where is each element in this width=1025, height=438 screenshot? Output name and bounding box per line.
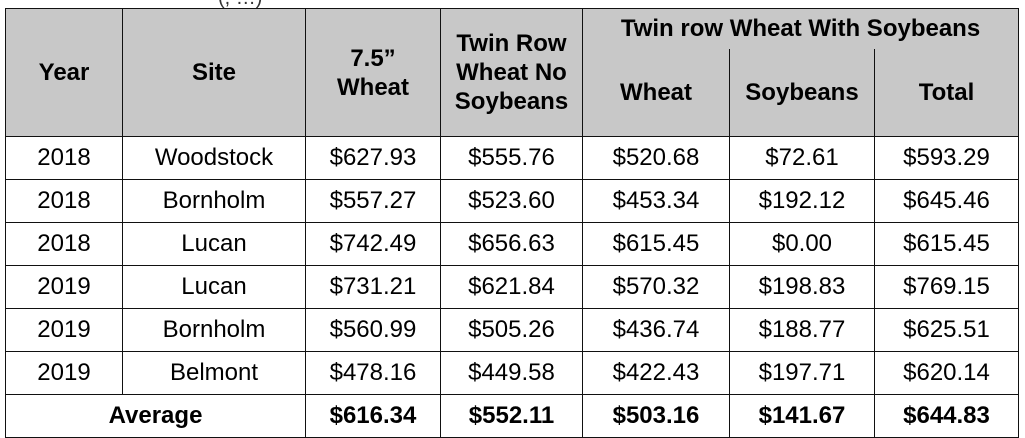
table-row: 2018 Lucan $742.49 $656.63 $615.45 $0.00… (5, 222, 1020, 266)
returns-table: Year Site 7.5” Wheat Twin Row Wheat No S… (5, 8, 1020, 438)
cell-wheat-75: $627.93 (305, 136, 441, 180)
cell-soybeans: $188.77 (729, 308, 875, 352)
average-label: Average (5, 394, 306, 438)
header-wheat-75: 7.5” Wheat (305, 8, 441, 137)
cell-wheat: $436.74 (582, 308, 730, 352)
average-total: $644.83 (873, 394, 1020, 438)
average-row: Average $616.34 $552.11 $503.16 $141.67 … (5, 394, 1020, 438)
cell-year: 2018 (5, 179, 123, 223)
cell-site: Woodstock (122, 136, 306, 180)
header-row: Year Site 7.5” Wheat Twin Row Wheat No S… (5, 8, 1020, 137)
cell-wheat-75: $742.49 (305, 222, 441, 266)
cell-soybeans: $197.71 (729, 351, 875, 395)
header-year: Year (5, 8, 123, 137)
cell-wheat-75: $560.99 (305, 308, 441, 352)
average-twin-no-soy: $552.11 (440, 394, 583, 438)
subheader-wheat: Wheat (582, 48, 730, 137)
cell-total: $615.45 (873, 222, 1020, 266)
cell-year: 2019 (5, 308, 123, 352)
cell-total: $769.15 (873, 265, 1020, 309)
header-twin-with-soy: Twin row Wheat With Soybeans (581, 8, 1020, 49)
cell-site: Lucan (122, 222, 306, 266)
table-row: 2018 Woodstock $627.93 $555.76 $520.68 $… (5, 136, 1020, 180)
table-row: 2019 Lucan $731.21 $621.84 $570.32 $198.… (5, 265, 1020, 309)
cell-year: 2019 (5, 351, 123, 395)
subheader-row: Wheat Soybeans Total (6, 48, 1020, 137)
cell-wheat: $520.68 (582, 136, 730, 180)
cell-wheat-75: $731.21 (305, 265, 441, 309)
cell-total: $625.51 (873, 308, 1020, 352)
cell-total: $620.14 (873, 351, 1020, 395)
cut-off-caption: (, …) (218, 0, 262, 10)
cell-wheat: $615.45 (582, 222, 730, 266)
table-row: 2019 Belmont $478.16 $449.58 $422.43 $19… (5, 351, 1020, 395)
cell-soybeans: $198.83 (729, 265, 875, 309)
cell-soybeans: $72.61 (729, 136, 875, 180)
header-site: Site (122, 8, 306, 137)
cell-wheat-75: $478.16 (305, 351, 441, 395)
average-wheat-75: $616.34 (305, 394, 441, 438)
subheader-total: Total (873, 48, 1020, 137)
cell-twin-no-soy: $523.60 (440, 179, 583, 223)
table-row: 2018 Bornholm $557.27 $523.60 $453.34 $1… (5, 179, 1020, 223)
cell-site: Lucan (122, 265, 306, 309)
cell-twin-no-soy: $656.63 (440, 222, 583, 266)
cell-twin-no-soy: $449.58 (440, 351, 583, 395)
cell-site: Belmont (122, 351, 306, 395)
cell-soybeans: $192.12 (729, 179, 875, 223)
cell-wheat: $422.43 (582, 351, 730, 395)
cell-site: Bornholm (122, 308, 306, 352)
header-twin-no-soy: Twin Row Wheat No Soybeans (440, 8, 583, 137)
cell-total: $645.46 (873, 179, 1020, 223)
cell-twin-no-soy: $555.76 (440, 136, 583, 180)
cell-wheat-75: $557.27 (305, 179, 441, 223)
cell-site: Bornholm (122, 179, 306, 223)
cell-wheat: $453.34 (582, 179, 730, 223)
cell-year: 2018 (5, 222, 123, 266)
cell-year: 2019 (5, 265, 123, 309)
cell-wheat: $570.32 (582, 265, 730, 309)
cell-twin-no-soy: $505.26 (440, 308, 583, 352)
subheader-soybeans: Soybeans (729, 48, 875, 137)
cell-year: 2018 (5, 136, 123, 180)
table-row: 2019 Bornholm $560.99 $505.26 $436.74 $1… (5, 308, 1020, 352)
average-wheat: $503.16 (582, 394, 730, 438)
cell-soybeans: $0.00 (729, 222, 875, 266)
cell-twin-no-soy: $621.84 (440, 265, 583, 309)
cell-total: $593.29 (873, 136, 1020, 180)
average-soybeans: $141.67 (729, 394, 875, 438)
